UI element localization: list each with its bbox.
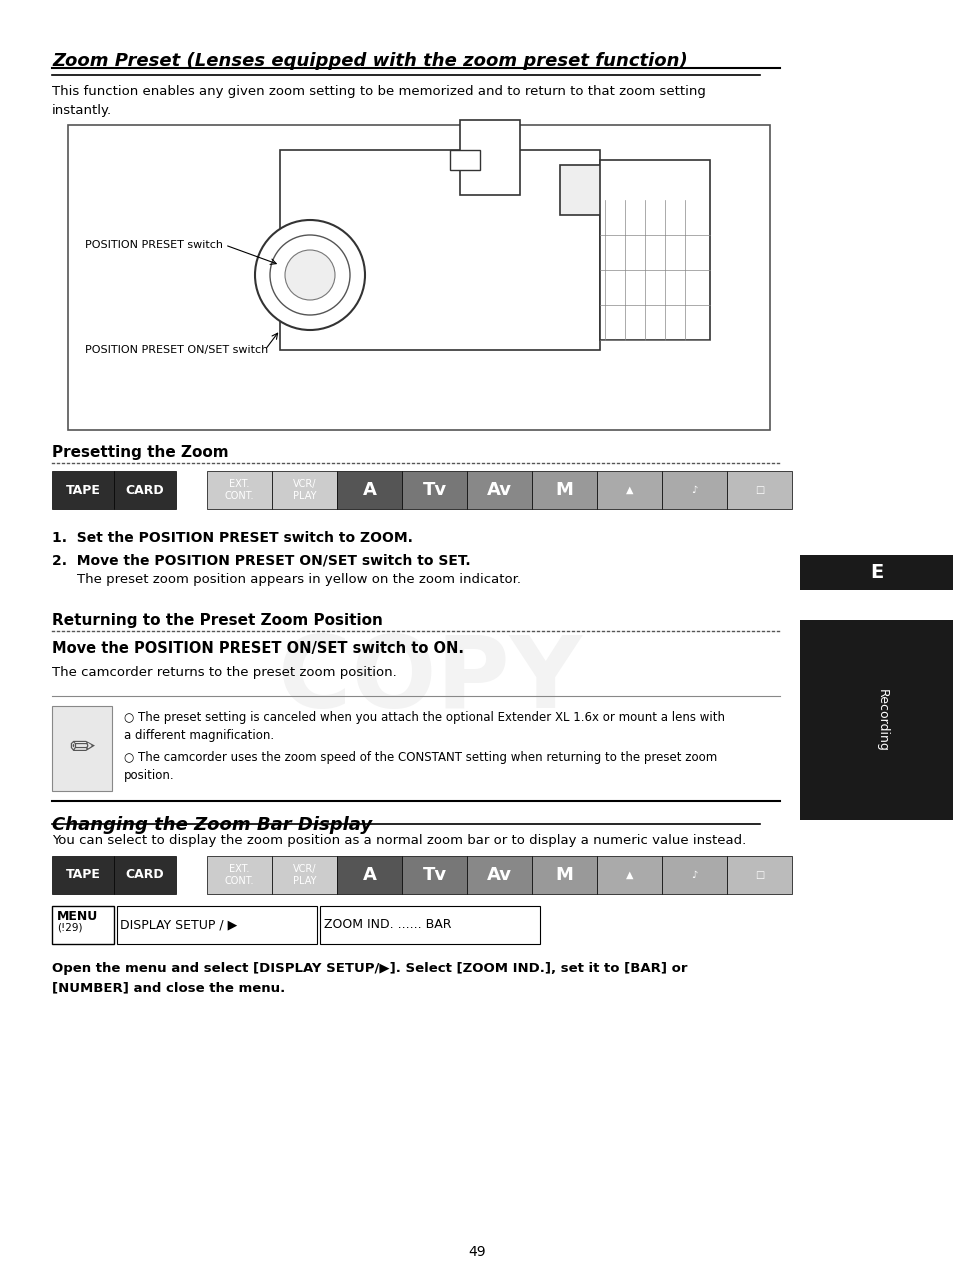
Bar xyxy=(52,906,113,944)
Text: Presetting the Zoom: Presetting the Zoom xyxy=(52,445,229,460)
Text: Av: Av xyxy=(486,866,512,884)
Bar xyxy=(459,120,519,195)
Bar xyxy=(597,856,661,894)
Text: Av: Av xyxy=(486,482,512,499)
Text: 1.  Set the POSITION PRESET switch to ZOOM.: 1. Set the POSITION PRESET switch to ZOO… xyxy=(52,531,413,545)
Text: Open the menu and select [DISPLAY SETUP/▶]. Select [ZOOM IND.], set it to [BAR] : Open the menu and select [DISPLAY SETUP/… xyxy=(52,962,687,994)
Text: VCR/
PLAY: VCR/ PLAY xyxy=(293,864,315,885)
Bar xyxy=(726,471,791,510)
Bar xyxy=(336,471,401,510)
Bar xyxy=(401,471,467,510)
Text: ○ The preset setting is canceled when you attach the optional Extender XL 1.6x o: ○ The preset setting is canceled when yo… xyxy=(124,711,724,741)
Bar xyxy=(599,161,709,340)
Text: Move the POSITION PRESET ON/SET switch to ON.: Move the POSITION PRESET ON/SET switch t… xyxy=(52,641,463,656)
Bar xyxy=(117,906,316,944)
Text: Returning to the Preset Zoom Position: Returning to the Preset Zoom Position xyxy=(52,613,382,628)
Bar xyxy=(800,555,953,590)
Bar xyxy=(726,856,791,894)
Text: ♪: ♪ xyxy=(691,485,697,496)
Text: E: E xyxy=(869,563,882,581)
Bar xyxy=(52,471,113,510)
Bar xyxy=(532,471,597,510)
Text: ZOOM IND. ...... BAR: ZOOM IND. ...... BAR xyxy=(324,919,451,931)
Text: POSITION PRESET switch: POSITION PRESET switch xyxy=(85,240,223,250)
Circle shape xyxy=(254,220,365,330)
Text: COPY: COPY xyxy=(277,632,581,729)
Text: The preset zoom position appears in yellow on the zoom indicator.: The preset zoom position appears in yell… xyxy=(77,573,520,586)
Bar xyxy=(272,471,336,510)
Bar xyxy=(68,125,769,431)
Bar xyxy=(336,856,401,894)
Text: 2.  Move the POSITION PRESET ON/SET switch to SET.: 2. Move the POSITION PRESET ON/SET switc… xyxy=(52,553,470,567)
Text: Changing the Zoom Bar Display: Changing the Zoom Bar Display xyxy=(52,817,372,834)
Text: A: A xyxy=(362,866,376,884)
Text: M: M xyxy=(555,482,573,499)
Bar xyxy=(52,856,113,894)
Text: Recording: Recording xyxy=(875,688,887,752)
Text: □: □ xyxy=(754,870,763,880)
Text: MENU: MENU xyxy=(57,910,98,922)
Bar xyxy=(207,856,272,894)
Text: VCR/
PLAY: VCR/ PLAY xyxy=(293,479,315,501)
Bar xyxy=(450,150,479,169)
Bar xyxy=(113,856,175,894)
Text: The camcorder returns to the preset zoom position.: The camcorder returns to the preset zoom… xyxy=(52,666,396,679)
Text: TAPE: TAPE xyxy=(66,484,100,497)
Bar xyxy=(319,906,539,944)
Bar xyxy=(597,471,661,510)
Bar xyxy=(113,471,175,510)
Text: ○ The camcorder uses the zoom speed of the CONSTANT setting when returning to th: ○ The camcorder uses the zoom speed of t… xyxy=(124,750,717,782)
Text: (!29): (!29) xyxy=(57,922,82,933)
Text: A: A xyxy=(362,482,376,499)
Text: M: M xyxy=(555,866,573,884)
Circle shape xyxy=(270,234,350,315)
Text: Tv: Tv xyxy=(422,866,446,884)
Text: POSITION PRESET ON/SET switch: POSITION PRESET ON/SET switch xyxy=(85,345,268,355)
Text: This function enables any given zoom setting to be memorized and to return to th: This function enables any given zoom set… xyxy=(52,85,705,117)
Bar xyxy=(661,856,726,894)
Bar xyxy=(52,706,112,791)
Text: CARD: CARD xyxy=(126,869,164,882)
Text: You can select to display the zoom position as a normal zoom bar or to display a: You can select to display the zoom posit… xyxy=(52,834,745,847)
Text: Zoom Preset (Lenses equipped with the zoom preset function): Zoom Preset (Lenses equipped with the zo… xyxy=(52,52,687,70)
Text: ▲: ▲ xyxy=(625,485,633,496)
Circle shape xyxy=(285,250,335,299)
Bar xyxy=(800,620,953,820)
Bar xyxy=(661,471,726,510)
Text: ✏: ✏ xyxy=(70,734,94,763)
Text: EXT.
CONT.: EXT. CONT. xyxy=(225,479,254,501)
Text: ▲: ▲ xyxy=(625,870,633,880)
Text: ♪: ♪ xyxy=(691,870,697,880)
Bar xyxy=(280,150,599,350)
Text: DISPLAY SETUP / ▶: DISPLAY SETUP / ▶ xyxy=(120,919,237,931)
Bar xyxy=(559,166,659,215)
Bar xyxy=(467,471,532,510)
Text: CARD: CARD xyxy=(126,484,164,497)
Text: Tv: Tv xyxy=(422,482,446,499)
Text: □: □ xyxy=(754,485,763,496)
Bar xyxy=(532,856,597,894)
Bar xyxy=(207,471,272,510)
Text: 49: 49 xyxy=(468,1245,485,1259)
Bar xyxy=(272,856,336,894)
Text: EXT.
CONT.: EXT. CONT. xyxy=(225,864,254,885)
Bar xyxy=(401,856,467,894)
Bar xyxy=(467,856,532,894)
Text: TAPE: TAPE xyxy=(66,869,100,882)
